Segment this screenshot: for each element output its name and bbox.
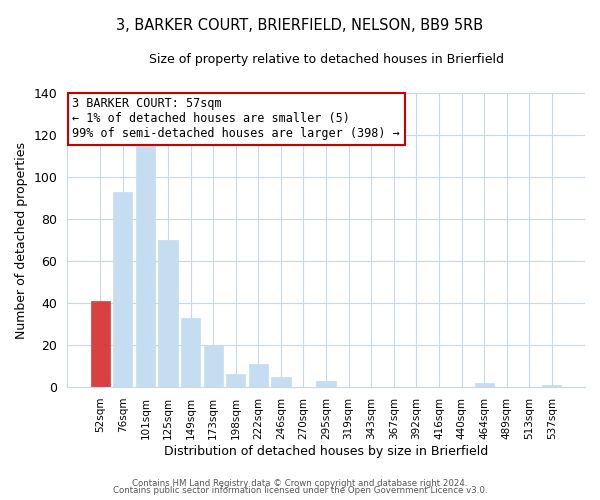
Bar	[136, 140, 155, 387]
Bar	[203, 345, 223, 387]
Bar	[91, 301, 110, 387]
Bar	[475, 383, 494, 387]
Bar	[113, 192, 133, 387]
Bar	[316, 381, 335, 387]
Text: Contains HM Land Registry data © Crown copyright and database right 2024.: Contains HM Land Registry data © Crown c…	[132, 478, 468, 488]
Text: Contains public sector information licensed under the Open Government Licence v3: Contains public sector information licen…	[113, 486, 487, 495]
Bar	[158, 240, 178, 387]
Bar	[181, 318, 200, 387]
Title: Size of property relative to detached houses in Brierfield: Size of property relative to detached ho…	[149, 52, 503, 66]
Bar	[542, 385, 562, 387]
Bar	[226, 374, 245, 387]
Text: 3, BARKER COURT, BRIERFIELD, NELSON, BB9 5RB: 3, BARKER COURT, BRIERFIELD, NELSON, BB9…	[116, 18, 484, 32]
Bar	[249, 364, 268, 387]
Text: 3 BARKER COURT: 57sqm
← 1% of detached houses are smaller (5)
99% of semi-detach: 3 BARKER COURT: 57sqm ← 1% of detached h…	[73, 98, 400, 140]
Y-axis label: Number of detached properties: Number of detached properties	[15, 142, 28, 338]
X-axis label: Distribution of detached houses by size in Brierfield: Distribution of detached houses by size …	[164, 444, 488, 458]
Bar	[271, 376, 290, 387]
